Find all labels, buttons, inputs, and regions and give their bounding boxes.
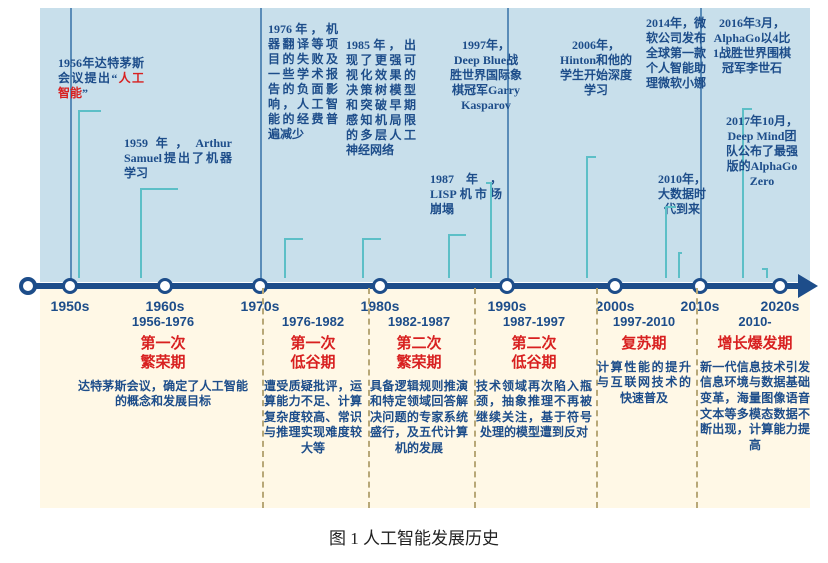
- period-box: 1997-2010 复苏期计算性能的提升与互联网技术的快速普及: [597, 314, 691, 407]
- period-range: 1982-1987: [370, 314, 468, 329]
- leader-line-h: [140, 188, 178, 190]
- decade-tick: [62, 278, 78, 294]
- axis-line: [28, 283, 802, 289]
- decade-tick: [692, 278, 708, 294]
- event-text: 1956年达特茅斯会议提出“人工智能”: [58, 56, 144, 101]
- decade-label: 1970s: [241, 298, 280, 314]
- event-callout: 2017年10月，Deep Mind团队公布了最强版的AlphaGo Zero: [724, 114, 800, 189]
- leader-line-h: [678, 252, 682, 254]
- period-range: 1976-1982: [264, 314, 362, 329]
- leader-line-h: [586, 156, 596, 158]
- period-separator: [696, 288, 698, 508]
- vertical-separator: [70, 8, 72, 288]
- axis-start: [19, 277, 37, 295]
- event-callout: 2010年，大数据时代到来: [656, 172, 708, 217]
- period-box: 1987-1997 第二次低谷期技术领域再次陷入瓶颈，抽象推理不再被继续关注，基于…: [476, 314, 592, 441]
- event-callout: 2006年，Hinton和他的学生开始深度学习: [560, 38, 632, 98]
- decade-tick: [157, 278, 173, 294]
- leader-line: [284, 238, 286, 278]
- leader-line: [678, 252, 680, 278]
- leader-line-h: [448, 234, 466, 236]
- event-text: 2006年，Hinton和他的学生开始深度学习: [560, 38, 632, 98]
- event-callout: 1959年，Arthur Samuel提出了机器学习: [124, 136, 232, 181]
- decade-label: 1950s: [51, 298, 90, 314]
- decade-label: 2000s: [596, 298, 635, 314]
- leader-line-h: [486, 182, 490, 184]
- leader-line-h: [362, 238, 381, 240]
- decade-label: 1960s: [146, 298, 185, 314]
- leader-line-h: [742, 108, 752, 110]
- leader-line: [586, 156, 588, 278]
- period-description: 遭受质疑批评，运算能力不足、计算复杂度较高、常识与推理实现难度较大等: [264, 379, 362, 457]
- period-range: 1956-1976: [78, 314, 248, 329]
- period-title: 第二次低谷期: [476, 335, 592, 373]
- period-box: 1956-1976 第一次繁荣期达特茅斯会议，确定了人工智能的概念和发展目标: [78, 314, 248, 410]
- decade-label: 1990s: [488, 298, 527, 314]
- leader-line-h: [284, 238, 303, 240]
- leader-line-h: [665, 206, 676, 208]
- figure-caption: 图 1 人工智能发展历史: [0, 524, 828, 549]
- leader-line: [78, 110, 80, 278]
- event-callout: 1985年，出现了更强可视化效果的决策树模型和突破早期感知机局限的多层人工神经网…: [346, 38, 416, 158]
- event-text: 1976年，机器翻译等项目的失败及一些学术报告的负面影响，人工智能的经费普遍减少: [268, 22, 338, 142]
- period-title: 第一次繁荣期: [78, 335, 248, 373]
- event-callout: 2016年3月，AlphaGo以4比1战胜世界围棋冠军李世石: [712, 16, 792, 76]
- event-callout: 2014年，微软公司发布全球第一款个人智能助理微软小娜: [646, 16, 706, 91]
- event-text: 1985年，出现了更强可视化效果的决策树模型和突破早期感知机局限的多层人工神经网…: [346, 38, 416, 158]
- leader-line: [490, 182, 492, 278]
- event-callout: 1956年达特茅斯会议提出“人工智能”: [58, 56, 144, 101]
- vertical-separator: [260, 8, 262, 288]
- decade-tick: [252, 278, 268, 294]
- period-box: 1976-1982 第一次低谷期遭受质疑批评，运算能力不足、计算复杂度较高、常识与…: [264, 314, 362, 456]
- decade-tick: [772, 278, 788, 294]
- leader-line: [448, 234, 450, 278]
- leader-line: [362, 238, 364, 278]
- period-description: 新一代信息技术引发信息环境与数据基础变革，海量图像语音文本等多模态数据不断出现，…: [700, 360, 810, 454]
- decade-label: 2010s: [681, 298, 720, 314]
- decade-label: 2020s: [761, 298, 800, 314]
- period-title: 复苏期: [597, 335, 691, 354]
- event-text: 2010年，大数据时代到来: [656, 172, 708, 217]
- decade-label: 1980s: [361, 298, 400, 314]
- event-text: 2014年，微软公司发布全球第一款个人智能助理微软小娜: [646, 16, 706, 91]
- event-text: 2017年10月，Deep Mind团队公布了最强版的AlphaGo Zero: [724, 114, 800, 189]
- decade-tick: [607, 278, 623, 294]
- period-range: 2010-: [700, 314, 810, 329]
- period-box: 2010- 增长爆发期新一代信息技术引发信息环境与数据基础变革，海量图像语音文本等…: [700, 314, 810, 453]
- period-description: 具备逻辑规则推演和特定领域回答解决问题的专家系统盛行，及五代计算机的发展: [370, 379, 468, 457]
- leader-line-h: [762, 268, 766, 270]
- event-text: 1997年，Deep Blue战胜世界国际象棋冠军Garry Kasparov: [450, 38, 522, 113]
- period-description: 达特茅斯会议，确定了人工智能的概念和发展目标: [78, 379, 248, 410]
- timeline-chart: 1950s 1960s 1970s 1980s 1990s 2000s 2010s 2020s…: [10, 8, 818, 518]
- period-range: 1987-1997: [476, 314, 592, 329]
- period-description: 技术领域再次陷入瓶颈，抽象推理不再被继续关注，基于符号处理的模型遭到反对: [476, 379, 592, 441]
- leader-line: [140, 188, 142, 278]
- period-title: 第一次低谷期: [264, 335, 362, 373]
- leader-line: [766, 268, 768, 278]
- period-range: 1997-2010: [597, 314, 691, 329]
- leader-line: [665, 206, 667, 278]
- leader-line-h: [78, 110, 101, 112]
- period-title: 增长爆发期: [700, 335, 810, 354]
- event-callout: 1976年，机器翻译等项目的失败及一些学术报告的负面影响，人工智能的经费普遍减少: [268, 22, 338, 142]
- event-text: 2016年3月，AlphaGo以4比1战胜世界围棋冠军李世石: [712, 16, 792, 76]
- decade-tick: [372, 278, 388, 294]
- period-box: 1982-1987 第二次繁荣期具备逻辑规则推演和特定领域回答解决问题的专家系统盛…: [370, 314, 468, 456]
- event-callout: 1997年，Deep Blue战胜世界国际象棋冠军Garry Kasparov: [450, 38, 522, 113]
- axis-arrow: [798, 274, 818, 298]
- period-title: 第二次繁荣期: [370, 335, 468, 373]
- event-text: 1959年，Arthur Samuel提出了机器学习: [124, 136, 232, 181]
- decade-tick: [499, 278, 515, 294]
- period-description: 计算性能的提升与互联网技术的快速普及: [597, 360, 691, 407]
